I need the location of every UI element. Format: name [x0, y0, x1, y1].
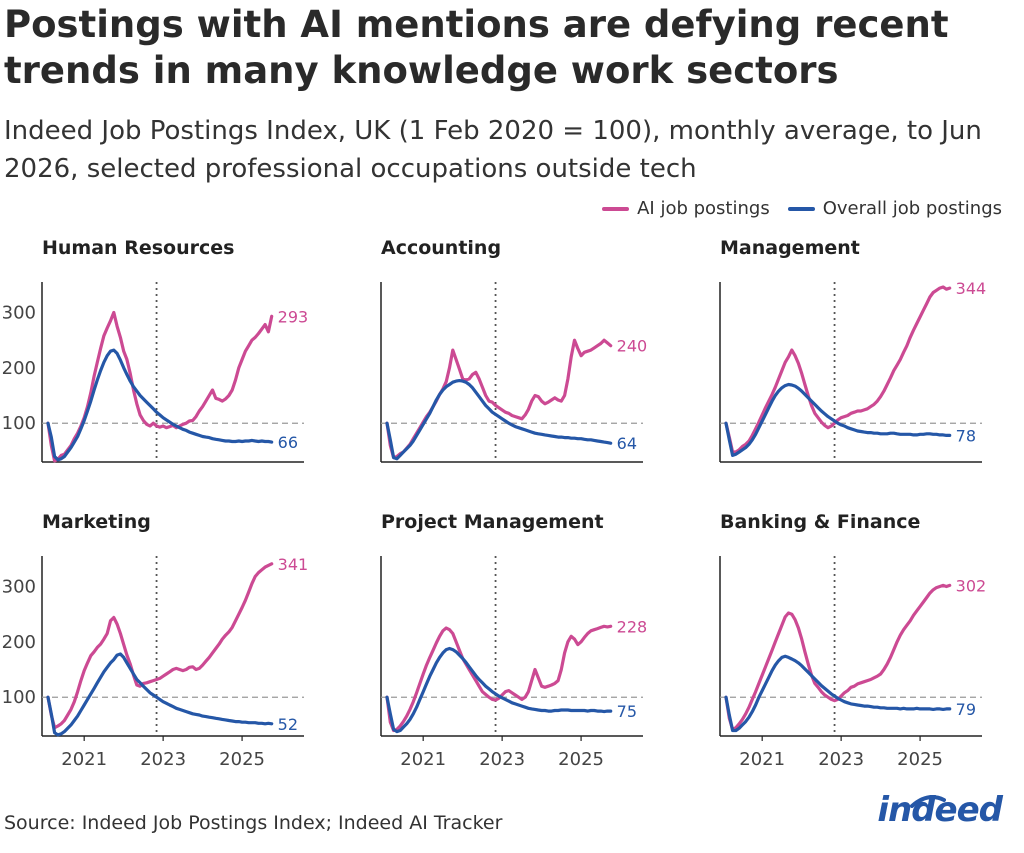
y-tick-label-marketing: 300 — [2, 576, 36, 597]
series-line-ai-management — [724, 285, 952, 454]
legend: AI job postings Overall job postings — [584, 198, 1002, 219]
panel-title-management: Management — [720, 237, 860, 259]
x-tick-label-marketing: 2025 — [219, 749, 265, 770]
series-line-overall-management — [724, 382, 952, 457]
series-line-overall-project-management — [385, 646, 613, 734]
series-line-overall-marketing — [46, 652, 274, 737]
legend-swatch-ai — [602, 206, 630, 211]
x-tick-label-project-management: 2025 — [558, 749, 604, 770]
end-label-ai-banking-and-finance: 302 — [956, 576, 987, 595]
series-line-overall-human-resources — [46, 348, 274, 462]
series-line-ai-human-resources — [46, 310, 274, 463]
end-label-ai-accounting: 240 — [617, 337, 648, 356]
chart-subtitle: Indeed Job Postings Index, UK (1 Feb 202… — [4, 116, 982, 184]
y-tick-label-human-resources: 300 — [2, 302, 36, 323]
legend-item-ai: AI job postings — [602, 198, 770, 219]
series-line-ai-project-management — [385, 624, 613, 733]
panel-title-project-management: Project Management — [381, 511, 604, 533]
legend-label-overall: Overall job postings — [822, 198, 1002, 219]
x-tick-label-project-management: 2023 — [479, 749, 525, 770]
x-tick-label-banking-and-finance: 2023 — [818, 749, 864, 770]
legend-label-ai: AI job postings — [637, 198, 770, 219]
series-line-ai-marketing — [46, 562, 274, 730]
legend-item-overall: Overall job postings — [787, 198, 1002, 219]
end-label-overall-management: 78 — [956, 426, 976, 445]
x-tick-label-project-management: 2021 — [400, 749, 446, 770]
y-tick-label-human-resources: 200 — [2, 358, 36, 379]
end-label-ai-project-management: 228 — [617, 617, 648, 636]
end-label-overall-project-management: 75 — [617, 702, 637, 721]
source-note: Source: Indeed Job Postings Index; Indee… — [4, 812, 503, 834]
legend-swatch-overall — [787, 206, 815, 211]
x-tick-label-banking-and-finance: 2025 — [897, 749, 943, 770]
panel-title-accounting: Accounting — [381, 237, 501, 259]
end-label-overall-banking-and-finance: 79 — [956, 700, 976, 719]
x-tick-label-marketing: 2023 — [140, 749, 186, 770]
y-tick-label-marketing: 100 — [2, 687, 36, 708]
series-line-overall-banking-and-finance — [724, 654, 952, 733]
end-label-overall-accounting: 64 — [617, 434, 637, 453]
end-label-ai-marketing: 341 — [278, 555, 309, 574]
panel-title-human-resources: Human Resources — [42, 237, 234, 259]
panel-title-marketing: Marketing — [42, 511, 151, 533]
indeed-logo-arc-icon — [910, 795, 946, 808]
end-label-ai-management: 344 — [956, 279, 987, 298]
y-tick-label-human-resources: 100 — [2, 413, 36, 434]
x-tick-label-banking-and-finance: 2021 — [739, 749, 785, 770]
end-label-ai-human-resources: 293 — [278, 307, 309, 326]
y-tick-label-marketing: 200 — [2, 632, 36, 653]
indeed-logo: indeed — [877, 790, 1003, 830]
end-label-overall-human-resources: 66 — [278, 433, 298, 452]
end-label-overall-marketing: 52 — [278, 715, 298, 734]
panel-title-banking-and-finance: Banking & Finance — [720, 511, 920, 533]
series-line-overall-accounting — [385, 379, 613, 461]
x-tick-label-marketing: 2021 — [61, 749, 107, 770]
chart-title: Postings with AI mentions are defying re… — [4, 3, 949, 92]
